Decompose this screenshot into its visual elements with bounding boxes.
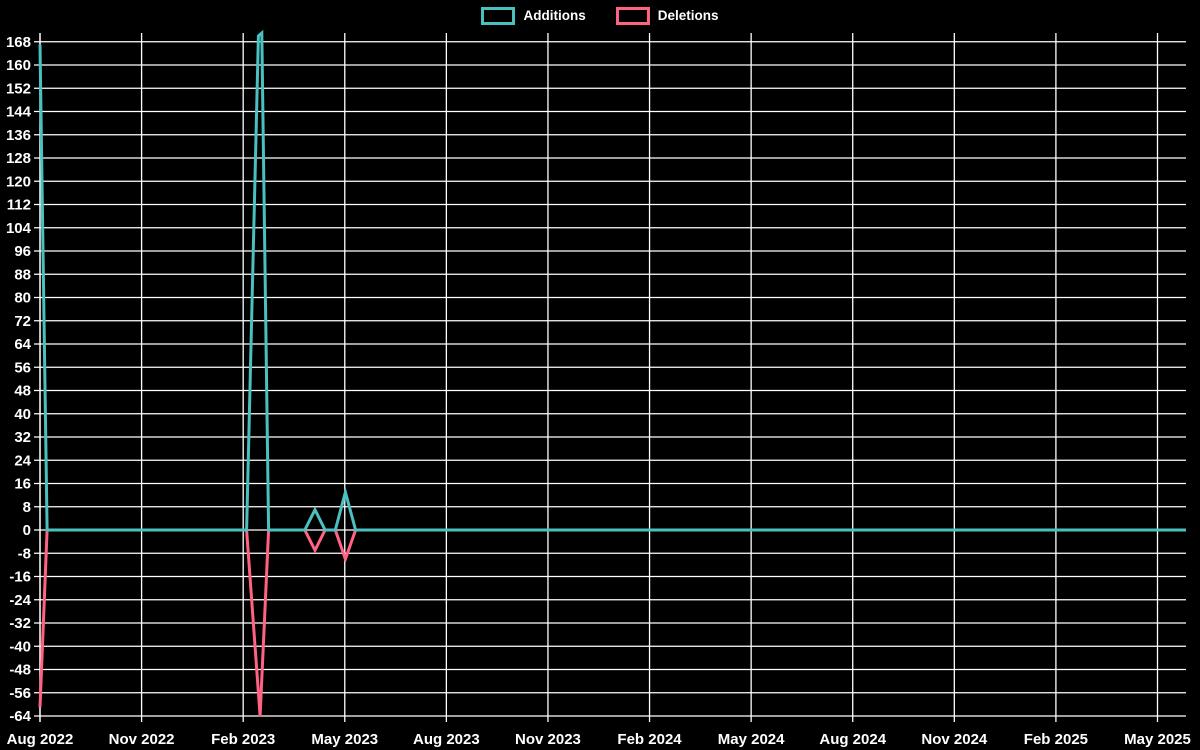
y-tick-label: 56 [14, 359, 31, 376]
legend-label-additions: Additions [523, 8, 586, 24]
x-tick-label: Feb 2025 [1024, 731, 1088, 748]
y-tick-label: 8 [23, 499, 31, 516]
y-tick-label: 16 [14, 476, 31, 493]
x-tick-label: May 2023 [311, 731, 378, 748]
x-tick-label: Nov 2024 [921, 731, 988, 748]
x-tick-label: Aug 2023 [413, 731, 480, 748]
legend-item-additions[interactable]: Additions [481, 7, 586, 25]
y-tick-label: 72 [14, 313, 31, 330]
x-tick-label: May 2024 [718, 731, 785, 748]
y-tick-label: 40 [14, 406, 31, 423]
y-tick-label: 48 [14, 383, 31, 400]
y-tick-label: 144 [6, 104, 32, 121]
y-tick-label: -48 [9, 662, 31, 679]
y-tick-label: 104 [6, 220, 32, 237]
y-tick-label: 152 [6, 80, 31, 97]
y-tick-label: -24 [9, 592, 31, 609]
y-tick-label: 168 [6, 34, 31, 51]
additions-line [38, 29, 1186, 532]
y-tick-label: 160 [6, 57, 31, 74]
y-tick-label: -32 [9, 615, 31, 632]
x-tick-label: Feb 2023 [211, 731, 275, 748]
legend-label-deletions: Deletions [657, 8, 719, 24]
y-tick-label: -64 [9, 708, 31, 725]
x-tick-label: May 2025 [1124, 731, 1191, 748]
deletions-swatch-icon [615, 7, 650, 25]
y-tick-label: -8 [18, 545, 31, 562]
y-tick-label: 64 [14, 336, 31, 353]
y-tick-label: -16 [9, 569, 31, 586]
y-tick-label: 0 [23, 522, 31, 539]
y-tick-label: -56 [9, 685, 31, 702]
x-tick-label: Aug 2024 [819, 731, 886, 748]
x-tick-label: Aug 2022 [7, 731, 74, 748]
y-tick-label: 136 [6, 127, 31, 144]
y-tick-label: 128 [6, 150, 31, 167]
chart-legend: Additions Deletions [0, 7, 1200, 25]
y-tick-label: -40 [9, 638, 31, 655]
y-tick-label: 32 [14, 429, 31, 446]
x-tick-label: Feb 2024 [617, 731, 682, 748]
y-tick-label: 80 [14, 290, 31, 307]
y-tick-label: 88 [14, 266, 31, 283]
y-tick-label: 24 [14, 452, 31, 469]
y-tick-label: 96 [14, 243, 31, 260]
y-tick-label: 112 [7, 197, 31, 214]
additions-swatch-icon [481, 7, 516, 25]
y-tick-label: 120 [6, 173, 31, 190]
legend-item-deletions[interactable]: Deletions [615, 7, 719, 25]
x-tick-label: Nov 2022 [109, 731, 175, 748]
x-tick-label: Nov 2023 [515, 731, 581, 748]
